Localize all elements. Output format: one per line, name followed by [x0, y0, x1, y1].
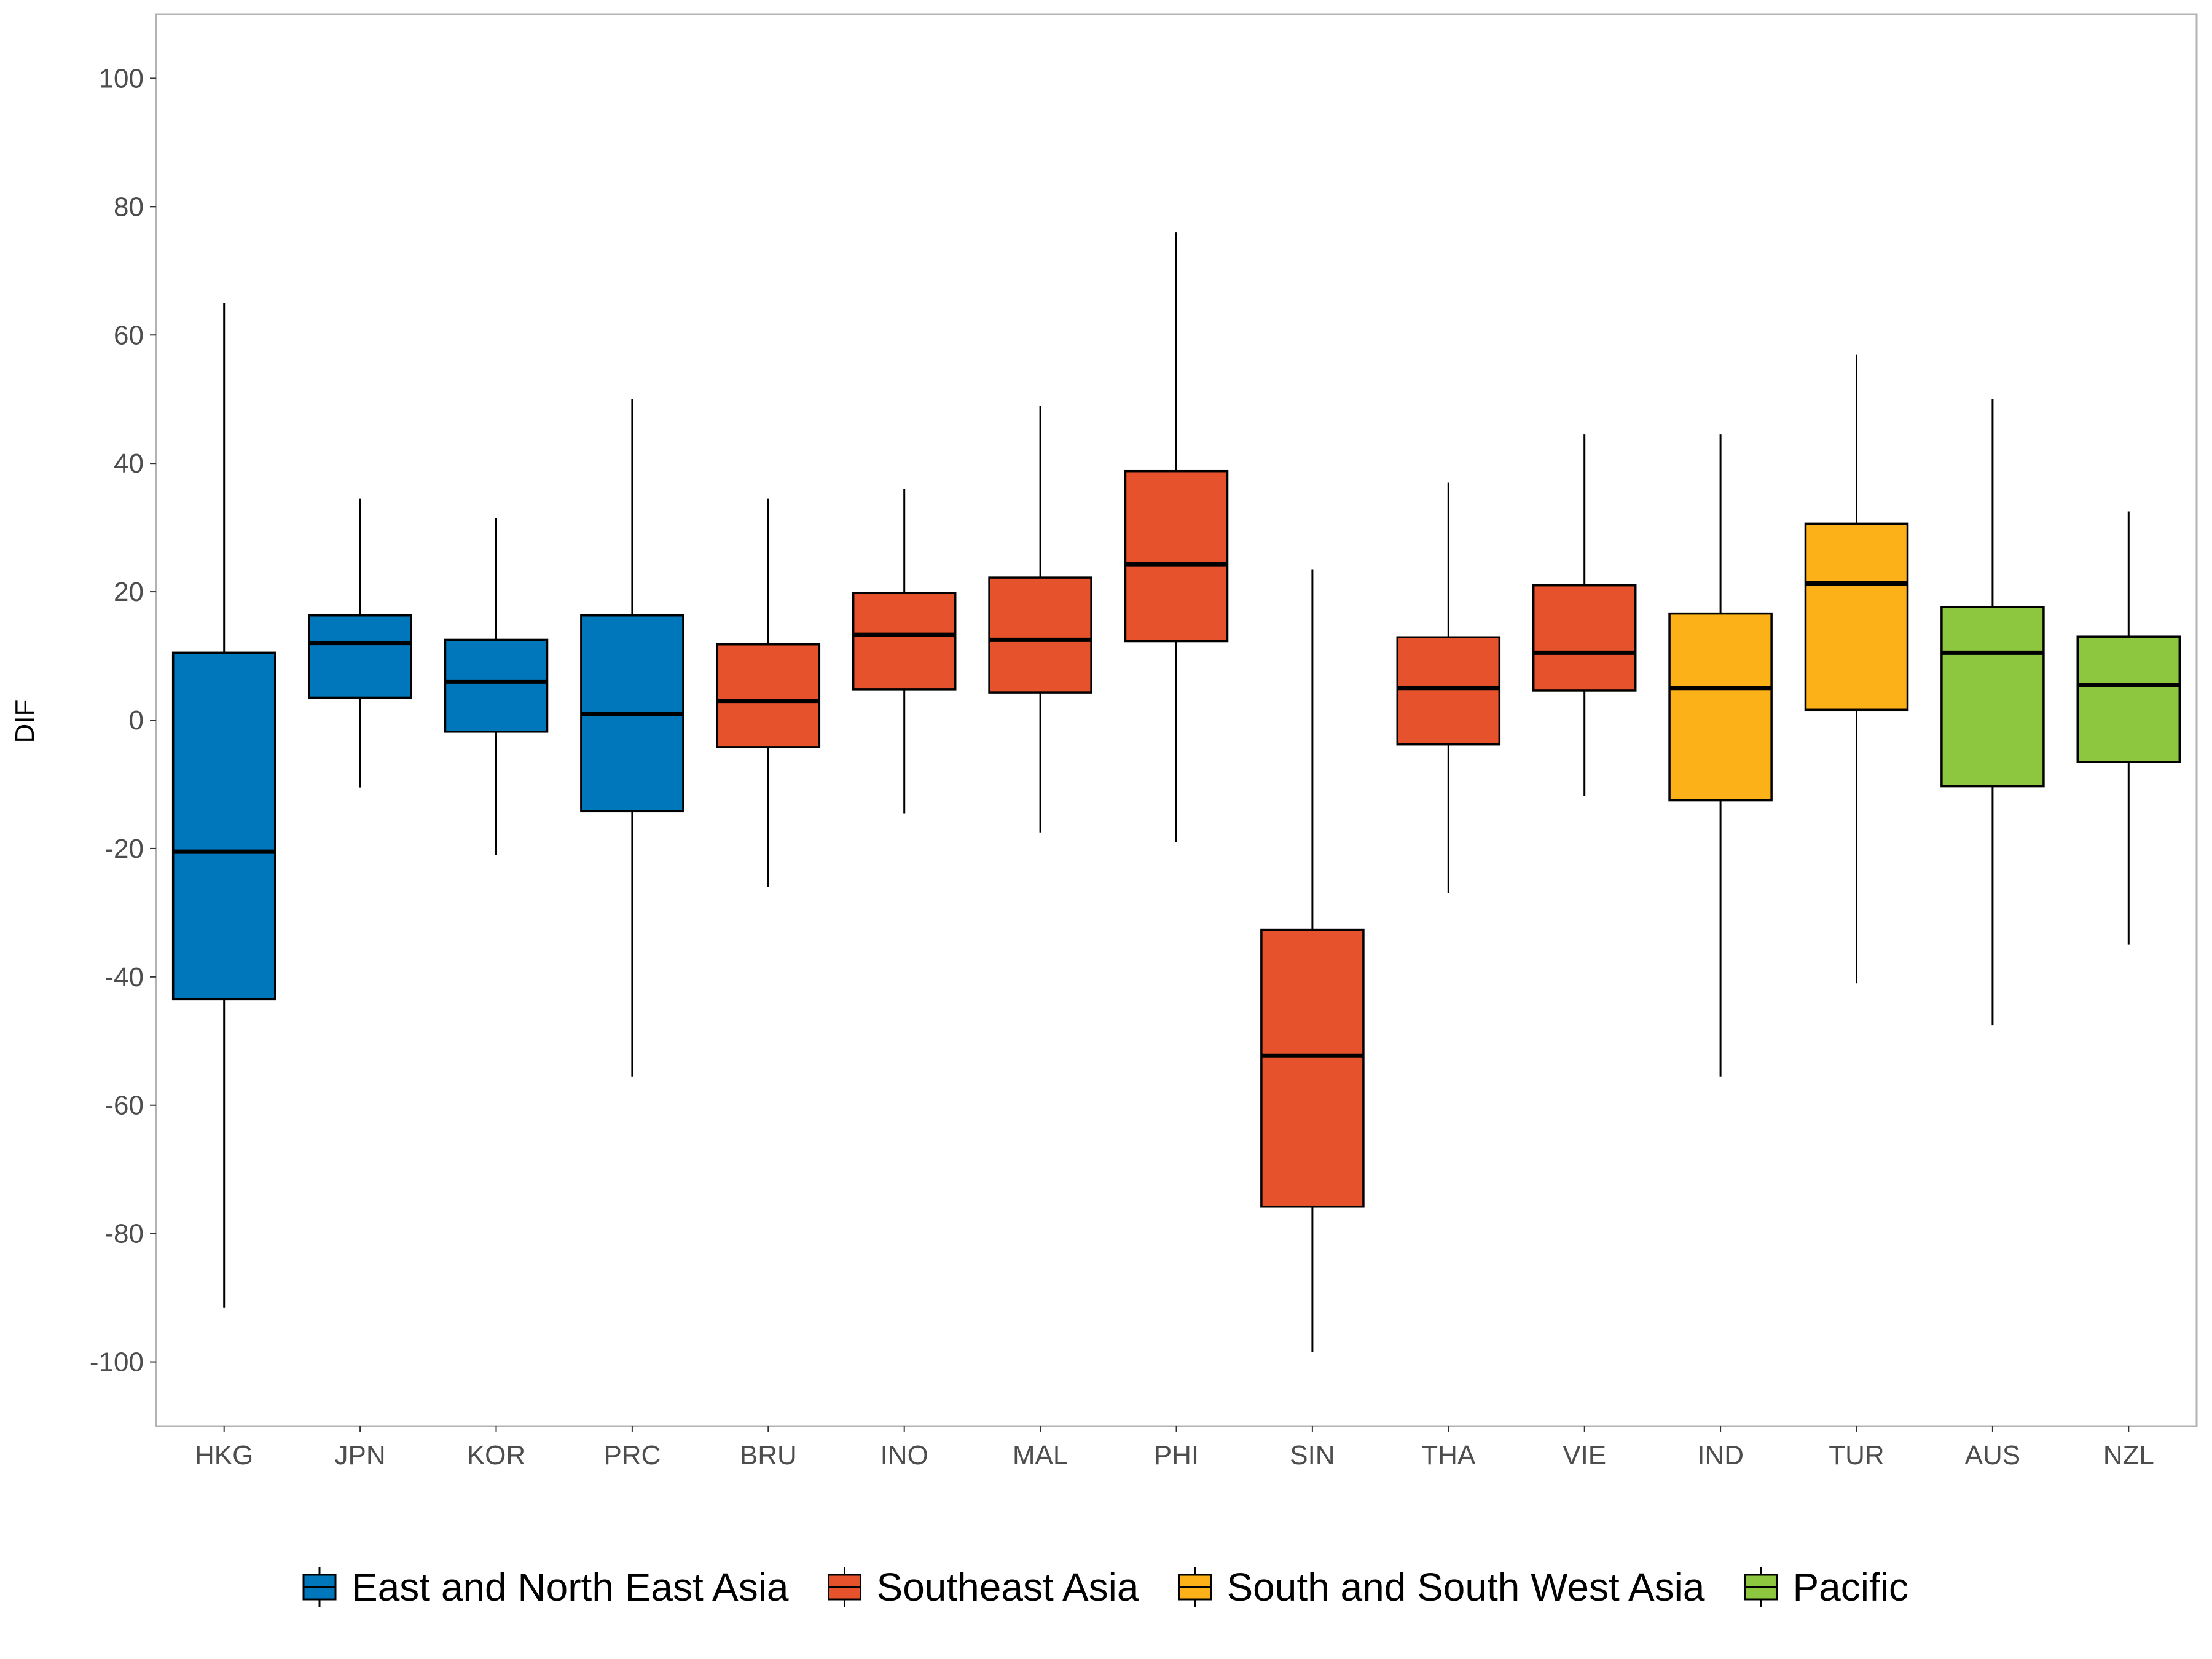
box-hkg	[171, 303, 276, 1308]
x-tick-label: THA	[1421, 1440, 1476, 1470]
x-tick-label: NZL	[2103, 1440, 2154, 1470]
x-tick-label: MAL	[1013, 1440, 1068, 1470]
box-prc	[580, 399, 684, 1077]
legend-label: East and North East Asia	[351, 1565, 789, 1609]
box-sin	[1260, 569, 1365, 1352]
y-axis-ticks: 100 80 60 40 20 0 -20 -40 -60 -80 -100	[90, 63, 156, 1378]
iqr-box	[171, 651, 276, 1001]
legend-label: South and South West Asia	[1226, 1565, 1704, 1609]
box-kor	[444, 517, 549, 855]
x-tick-label: IND	[1697, 1440, 1744, 1470]
box-tur	[1804, 354, 1909, 984]
y-tick-label: 100	[99, 63, 144, 93]
box-phi	[1124, 232, 1229, 842]
box-nzl	[2076, 511, 2181, 945]
x-tick-label: AUS	[1965, 1440, 2020, 1470]
iqr-box	[988, 576, 1092, 694]
box-bru	[716, 498, 821, 887]
box-ino	[852, 488, 957, 814]
y-axis-title: DIF	[10, 700, 40, 743]
y-tick-label: 0	[129, 705, 144, 735]
y-tick-label: -60	[104, 1091, 144, 1121]
iqr-box	[1804, 522, 1909, 712]
iqr-box	[308, 614, 412, 699]
box-mal	[988, 406, 1092, 833]
iqr-box	[716, 643, 821, 748]
x-tick-label: KOR	[467, 1440, 525, 1470]
y-tick-label: -100	[90, 1347, 144, 1378]
legend-item: Pacific	[1743, 1565, 1908, 1609]
x-tick-label: SIN	[1290, 1440, 1335, 1470]
iqr-box	[1396, 636, 1501, 746]
y-tick-label: 60	[114, 320, 144, 350]
x-tick-label: BRU	[740, 1440, 797, 1470]
iqr-box	[1532, 584, 1637, 692]
box-tha	[1396, 482, 1501, 894]
legend-label: Southeast Asia	[877, 1565, 1139, 1609]
legend-item: East and North East Asia	[302, 1565, 789, 1609]
legend-label: Pacific	[1792, 1565, 1908, 1609]
legend: East and North East Asia Southeast Asia So…	[302, 1565, 1908, 1609]
iqr-box	[1260, 928, 1365, 1208]
y-tick-label: 40	[114, 449, 144, 479]
x-tick-label: PHI	[1154, 1440, 1199, 1470]
y-tick-label: -20	[104, 834, 144, 864]
iqr-box	[444, 638, 549, 733]
x-tick-label: VIE	[1563, 1440, 1606, 1470]
iqr-box	[1940, 606, 2045, 788]
boxes-layer	[171, 232, 2181, 1352]
x-tick-label: HKG	[195, 1440, 253, 1470]
x-tick-label: JPN	[335, 1440, 386, 1470]
box-aus	[1940, 399, 2045, 1026]
iqr-box	[1668, 612, 1773, 802]
box-vie	[1532, 434, 1637, 796]
box-jpn	[308, 498, 412, 788]
x-tick-label: PRC	[603, 1440, 661, 1470]
y-tick-label: -80	[104, 1219, 144, 1249]
y-tick-label: -40	[104, 962, 144, 992]
iqr-box	[2076, 635, 2181, 763]
y-tick-label: 20	[114, 577, 144, 607]
y-tick-label: 80	[114, 192, 144, 222]
x-tick-label: TUR	[1829, 1440, 1884, 1470]
legend-item: South and South West Asia	[1177, 1565, 1705, 1609]
iqr-box	[852, 592, 957, 691]
iqr-box	[1124, 469, 1229, 643]
legend-item: Southeast Asia	[828, 1565, 1139, 1609]
x-tick-label: INO	[880, 1440, 928, 1470]
x-axis-ticks: HKG JPN KOR PRC BRU INO MAL PHI SIN THA VIE IND TUR A…	[195, 1426, 2154, 1470]
box-ind	[1668, 434, 1773, 1077]
